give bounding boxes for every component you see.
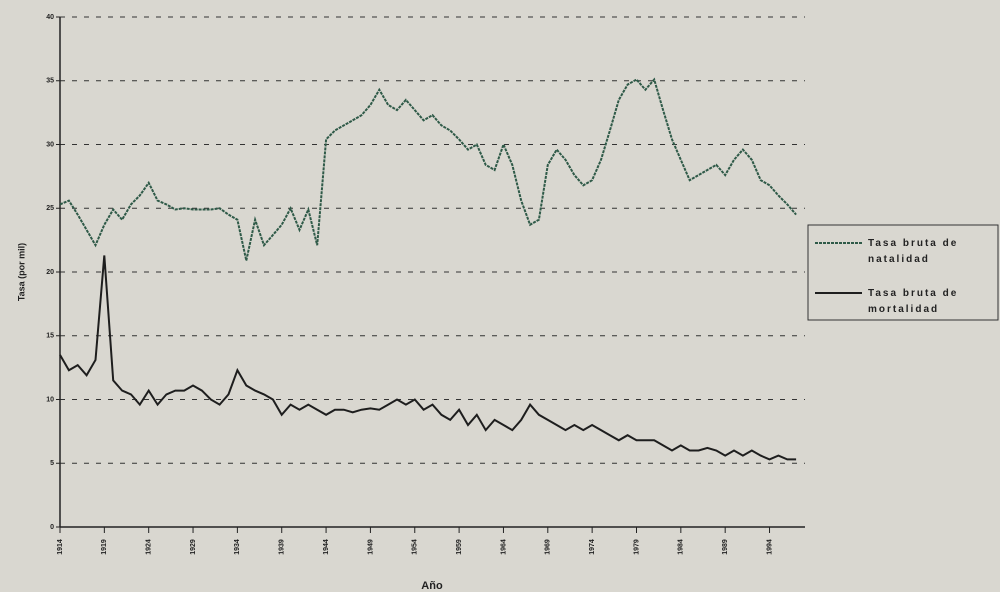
legend-label: Tasa bruta de natalidad	[868, 238, 958, 265]
x-tick-label: 1949	[367, 539, 374, 555]
x-tick-label: 1994	[766, 539, 773, 555]
x-tick-label: 1919	[101, 539, 108, 555]
y-tick-label: 25	[46, 205, 54, 212]
x-tick-label: 1989	[722, 539, 729, 555]
x-tick-label: 1979	[633, 539, 640, 555]
x-tick-label: 1939	[279, 539, 286, 555]
y-tick-label: 35	[46, 78, 54, 85]
x-tick-label: 1914	[57, 539, 64, 555]
x-tick-label: 1984	[678, 539, 685, 555]
x-tick-label: 1974	[589, 539, 596, 555]
series-line	[59, 255, 797, 461]
x-tick-label: 1969	[545, 539, 552, 555]
legend-label: Tasa bruta de mortalidad	[868, 288, 958, 315]
y-tick-label: 0	[50, 524, 54, 531]
x-tick-label: 1964	[500, 539, 507, 555]
x-tick-label: 1959	[456, 539, 463, 555]
y-tick-label: 20	[46, 269, 54, 276]
x-tick-label: 1929	[190, 539, 197, 555]
x-tick-label: 1954	[412, 539, 419, 555]
x-axis-label: Año	[421, 580, 443, 592]
y-tick-label: 15	[46, 333, 54, 340]
y-tick-label: 5	[50, 460, 54, 467]
x-tick-label: 1924	[146, 539, 153, 555]
series-line	[59, 77, 797, 261]
y-tick-label: 40	[46, 14, 54, 21]
y-tick-label: 30	[46, 141, 54, 148]
x-tick-label: 1934	[234, 539, 241, 555]
y-axis-label: Tasa (por mil)	[16, 243, 26, 301]
x-tick-label: 1944	[323, 539, 330, 555]
legend-box	[807, 224, 999, 321]
y-tick-label: 10	[46, 396, 54, 403]
